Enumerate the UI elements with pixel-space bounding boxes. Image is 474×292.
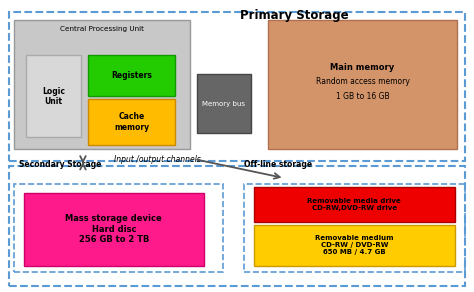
Text: Main memory: Main memory	[330, 63, 395, 72]
Text: Logic
Unit: Logic Unit	[42, 87, 65, 106]
Text: Primary Storage: Primary Storage	[239, 9, 348, 22]
FancyBboxPatch shape	[24, 193, 204, 266]
FancyBboxPatch shape	[88, 99, 175, 145]
Text: Removable medium
CD-RW / DVD-RW
650 MB / 4.7 GB: Removable medium CD-RW / DVD-RW 650 MB /…	[315, 235, 393, 255]
FancyBboxPatch shape	[14, 20, 190, 149]
FancyBboxPatch shape	[197, 74, 251, 133]
Text: Registers: Registers	[111, 72, 152, 80]
FancyBboxPatch shape	[88, 55, 175, 96]
FancyBboxPatch shape	[26, 55, 81, 137]
Text: Secondary Storage: Secondary Storage	[19, 161, 101, 169]
FancyBboxPatch shape	[254, 187, 455, 222]
Text: Random access memory: Random access memory	[316, 77, 410, 86]
Text: Off-line storage: Off-line storage	[244, 161, 312, 169]
FancyBboxPatch shape	[268, 20, 457, 149]
Text: 1 GB to 16 GB: 1 GB to 16 GB	[336, 92, 390, 101]
Text: Central Processing Unit: Central Processing Unit	[60, 26, 144, 32]
Text: Mass storage device
Hard disc
256 GB to 2 TB: Mass storage device Hard disc 256 GB to …	[65, 214, 162, 244]
FancyBboxPatch shape	[254, 225, 455, 266]
Text: Cache
memory: Cache memory	[114, 112, 149, 132]
Text: Removable media drive
CD-RW,DVD-RW drive: Removable media drive CD-RW,DVD-RW drive	[308, 198, 401, 211]
Text: Memory bus: Memory bus	[202, 101, 246, 107]
Text: Input /output channels: Input /output channels	[114, 155, 201, 164]
